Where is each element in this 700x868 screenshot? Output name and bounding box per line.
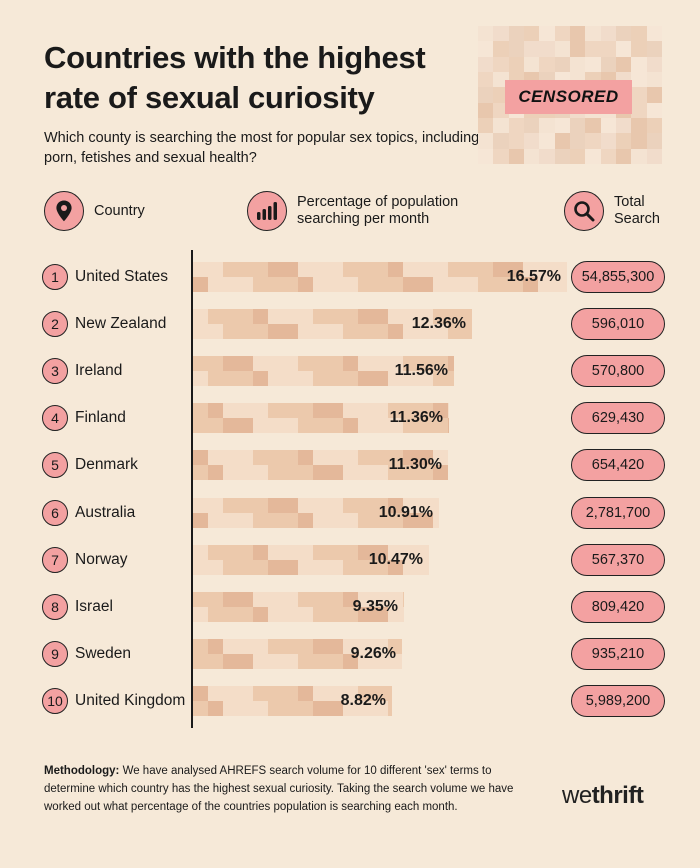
total-search-pill: 567,370 <box>571 544 665 576</box>
bar <box>193 450 448 480</box>
page-title: Countries with the highest rate of sexua… <box>44 40 426 115</box>
country-label: United States <box>75 268 169 285</box>
header-country: Country <box>44 191 145 231</box>
header-total-line1: Total <box>614 194 645 210</box>
header-percentage-line2: searching per month <box>297 211 430 227</box>
table-row: 6 Australia 10.91% 2,781,700 <box>0 496 700 532</box>
bar <box>193 403 449 433</box>
bar <box>193 498 439 528</box>
data-label: 11.30% <box>388 456 442 473</box>
rank-badge: 4 <box>42 405 68 431</box>
location-pin-icon <box>44 191 84 231</box>
total-search-pill: 809,420 <box>571 591 665 623</box>
logo-thrift: thrift <box>591 782 644 809</box>
page-subtitle: Which county is searching the most for p… <box>44 130 480 166</box>
table-row: 4 Finland 11.36% 629,430 <box>0 401 700 437</box>
data-label: 16.57% <box>506 268 561 285</box>
bar <box>193 545 429 575</box>
rank-badge: 10 <box>42 688 68 714</box>
total-search-pill: 54,855,300 <box>571 261 665 293</box>
bar <box>193 262 567 292</box>
header-total-line2: Search <box>614 211 660 227</box>
table-row: 8 Israel 9.35% 809,420 <box>0 590 700 626</box>
methodology-label: Methodology: <box>44 765 120 777</box>
table-row: 7 Norway 10.47% 567,370 <box>0 543 700 579</box>
country-label: New Zealand <box>75 315 167 332</box>
methodology-note: Methodology: We have analysed AHREFS sea… <box>44 762 514 816</box>
data-label: 10.47% <box>368 551 423 568</box>
country-label: Norway <box>75 551 128 568</box>
data-label: 12.36% <box>411 315 466 332</box>
rank-badge: 8 <box>42 594 68 620</box>
bar <box>193 592 404 622</box>
table-row: 5 Denmark 11.30% 654,420 <box>0 448 700 484</box>
rank-badge: 5 <box>42 452 68 478</box>
bar <box>193 639 402 669</box>
rank-badge: 3 <box>42 358 68 384</box>
table-row: 3 Ireland 11.56% 570,800 <box>0 354 700 390</box>
table-row: 10 United Kingdom 8.82% 5,989,200 <box>0 684 700 720</box>
wethrift-logo: wethrift <box>562 782 644 810</box>
data-label: 9.35% <box>352 598 398 615</box>
search-icon <box>564 191 604 231</box>
bar-chart-icon <box>247 191 287 231</box>
country-label: Denmark <box>75 456 138 473</box>
data-label: 9.26% <box>350 645 396 662</box>
rank-badge: 2 <box>42 311 68 337</box>
methodology-text: We have analysed AHREFS search volume fo… <box>44 765 514 813</box>
country-label: Finland <box>75 409 126 426</box>
bar <box>193 309 472 339</box>
country-label: United Kingdom <box>75 692 186 709</box>
censored-label: CENSORED <box>505 80 632 114</box>
total-search-pill: 629,430 <box>571 402 665 434</box>
bar <box>193 686 392 716</box>
rank-badge: 7 <box>42 547 68 573</box>
rank-badge: 1 <box>42 264 68 290</box>
data-label: 10.91% <box>378 504 433 521</box>
header-percentage-label: Percentage of population searching per m… <box>297 194 458 228</box>
total-search-pill: 5,989,200 <box>571 685 665 717</box>
total-search-pill: 654,420 <box>571 449 665 481</box>
table-row: 2 New Zealand 12.36% 596,010 <box>0 307 700 343</box>
table-row: 1 United States 16.57% 54,855,300 <box>0 260 700 296</box>
rank-badge: 6 <box>42 500 68 526</box>
country-label: Israel <box>75 598 113 615</box>
table-row: 9 Sweden 9.26% 935,210 <box>0 637 700 673</box>
country-label: Sweden <box>75 645 132 662</box>
header-total-label: Total Search <box>614 194 660 228</box>
logo-we: we <box>562 782 592 809</box>
header-country-label: Country <box>94 202 145 219</box>
data-label: 11.56% <box>394 362 448 379</box>
rank-badge: 9 <box>42 641 68 667</box>
total-search-pill: 570,800 <box>571 355 665 387</box>
bar <box>193 356 454 386</box>
data-label: 8.82% <box>340 692 386 709</box>
country-label: Australia <box>75 504 136 521</box>
chart-axis-line <box>191 250 193 728</box>
total-search-pill: 935,210 <box>571 638 665 670</box>
header-total-search: Total Search <box>564 191 660 231</box>
header-percentage-line1: Percentage of population <box>297 194 459 210</box>
header-percentage: Percentage of population searching per m… <box>247 191 458 231</box>
country-label: Ireland <box>75 362 123 379</box>
total-search-pill: 596,010 <box>571 308 665 340</box>
total-search-pill: 2,781,700 <box>571 497 665 529</box>
data-label: 11.36% <box>389 409 443 426</box>
